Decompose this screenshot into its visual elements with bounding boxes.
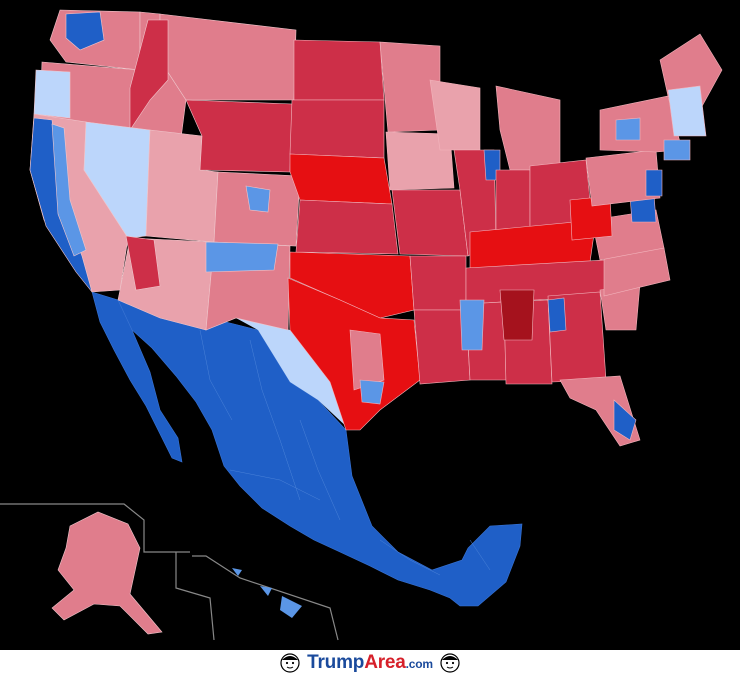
seattle-area xyxy=(65,11,105,51)
brand-dotcom: .com xyxy=(405,657,433,671)
new-england-blue xyxy=(667,85,707,137)
western-us xyxy=(29,9,301,331)
inset-border-3 xyxy=(192,555,339,641)
north-dakota xyxy=(293,39,385,101)
footer-bar: TrumpArea.com xyxy=(0,650,740,676)
face-icon xyxy=(280,653,300,673)
alaska xyxy=(51,511,163,635)
houston-area xyxy=(359,379,385,405)
hawaii xyxy=(232,568,302,618)
texas-dem-border xyxy=(236,318,360,430)
nevada xyxy=(83,121,151,239)
south-dakota xyxy=(289,99,385,159)
brand-area: Area xyxy=(364,652,406,673)
alabama-core xyxy=(499,289,535,341)
mississippi-delta xyxy=(459,299,485,351)
face-icon xyxy=(440,653,460,673)
iowa xyxy=(385,131,455,191)
nm-north xyxy=(205,241,279,273)
atlanta-area xyxy=(547,297,567,333)
mexico-inner-divisions xyxy=(199,329,491,576)
missouri xyxy=(391,189,469,257)
inset-border-2 xyxy=(175,552,215,641)
kansas xyxy=(295,199,399,255)
inset-border-1 xyxy=(0,503,190,553)
denver-area xyxy=(245,185,271,213)
site-brand[interactable]: TrumpArea.com xyxy=(307,652,433,674)
florida-south xyxy=(613,399,637,441)
arkansas xyxy=(409,255,467,311)
arizona-phoenix xyxy=(125,235,161,291)
insets xyxy=(0,503,339,641)
california-inland xyxy=(51,123,87,257)
nebraska xyxy=(289,153,393,205)
oregon-coast xyxy=(33,69,71,119)
baja-california xyxy=(91,291,183,463)
mexico-region xyxy=(91,291,523,607)
new-york-city xyxy=(663,139,691,161)
eastern-us xyxy=(459,33,723,447)
texas-cities xyxy=(349,329,385,391)
wyoming xyxy=(185,99,293,173)
montana-west xyxy=(129,19,169,131)
central-us xyxy=(287,39,501,431)
philadelphia-area xyxy=(645,169,663,197)
upstate-blue xyxy=(615,117,641,141)
election-map xyxy=(0,9,723,641)
pennsylvania xyxy=(585,149,661,207)
mexico-mainland xyxy=(117,299,523,607)
brand-trump: Trump xyxy=(307,652,365,673)
